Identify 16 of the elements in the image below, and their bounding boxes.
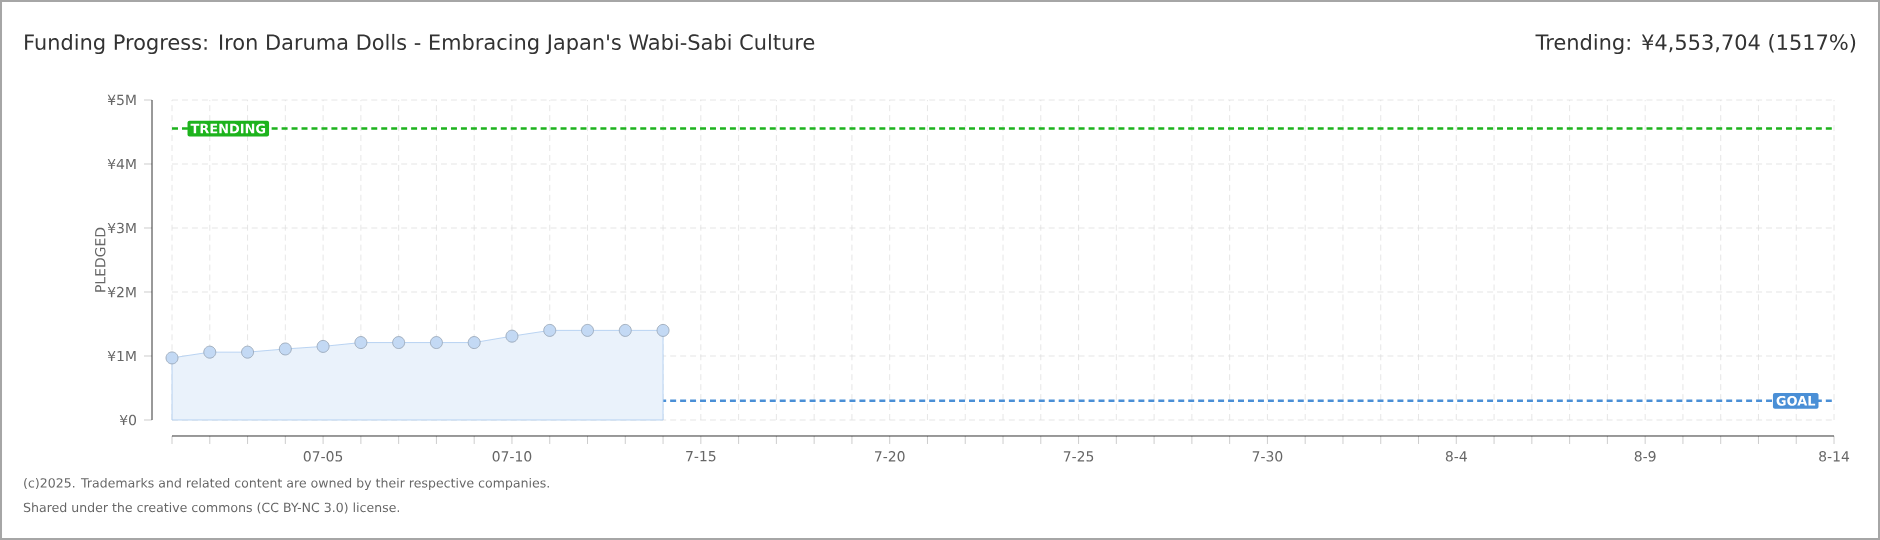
point xyxy=(203,345,217,359)
point xyxy=(165,351,179,365)
point xyxy=(392,336,406,349)
point xyxy=(278,342,292,356)
point xyxy=(430,336,443,349)
point xyxy=(316,340,330,353)
point xyxy=(656,324,670,337)
point xyxy=(618,324,632,337)
point xyxy=(581,324,594,337)
point xyxy=(543,324,557,337)
chart-subtitle: Trending: ¥4,553,704 (1517%) xyxy=(1535,33,1856,55)
point xyxy=(241,345,254,359)
point xyxy=(354,336,368,349)
point xyxy=(467,336,481,349)
chart-title: Funding Progress: Iron Daruma Dolls - Embracing Japan's Wabi-Sabi Culture xyxy=(25,33,815,55)
point xyxy=(505,329,519,343)
